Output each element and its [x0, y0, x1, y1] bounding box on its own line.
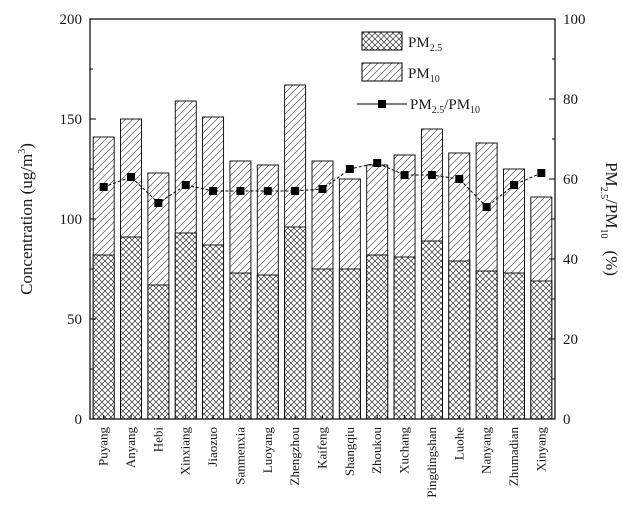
ratio-point-zhumadian	[509, 181, 518, 189]
category-label-luohe: Luohe	[451, 427, 466, 460]
category-label-xinyang: Xinyang	[533, 427, 548, 472]
y-axis-title: Concentration (ug/m3)	[17, 143, 36, 295]
legend-label-ratio: PM2.5/PM10	[410, 97, 480, 116]
legend-label-pm10: PM10	[408, 66, 440, 85]
legend-swatch-pm10	[361, 62, 403, 82]
bar-pm25-anyang	[120, 236, 142, 420]
legend-marker-ratio	[378, 100, 386, 108]
bar-pm25-kaifeng	[311, 268, 334, 420]
ratio-point-hebi	[154, 199, 163, 207]
ratio-point-xinyang	[537, 169, 546, 177]
bar-pm25-zhengzhou	[284, 226, 307, 420]
category-label-pingdingshan: Pingdingshan	[424, 427, 439, 498]
bar-pm25-puyang	[92, 254, 115, 420]
y2-axis-title: PM2.5/PM10(%)	[598, 162, 621, 276]
category-label-shangqiu: Shangqiu	[342, 427, 357, 477]
ratio-point-anyang	[127, 173, 136, 181]
left-axis-ticks: 0 50 100 150 200	[60, 12, 96, 428]
ratio-point-pingdingshan	[427, 171, 436, 179]
y2-tick-label: 60	[563, 172, 578, 188]
bar-pm25-sanmenxia	[229, 272, 252, 420]
ratio-point-nanyang	[482, 203, 491, 211]
bar-pm25-luoyang	[256, 274, 279, 420]
ratio-point-luohe	[455, 175, 464, 183]
legend-swatch-pm25	[361, 31, 403, 51]
y-tick-label: 150	[60, 112, 83, 128]
bar-pm25-hebi	[147, 284, 170, 420]
bars-layer	[92, 84, 553, 420]
category-label-anyang: Anyang	[123, 427, 138, 469]
ratio-point-zhoukou	[373, 159, 382, 167]
ratio-point-luoyang	[263, 187, 272, 195]
ratio-point-kaifeng	[318, 185, 327, 193]
category-label-nanyang: Nanyang	[479, 427, 494, 474]
bar-pm25-jiaozuo	[202, 244, 225, 420]
y-tick-label: 100	[60, 212, 83, 228]
category-label-xinxiang: Xinxiang	[178, 427, 193, 476]
category-label-hebi: Hebi	[150, 427, 165, 453]
category-label-puyang: Puyang	[96, 427, 111, 467]
y-tick-label: 200	[60, 12, 83, 28]
y2-tick-label: 100	[563, 12, 586, 28]
category-label-zhoukou: Zhoukou	[369, 427, 384, 474]
category-label-kaifeng: Kaifeng	[315, 427, 330, 469]
category-label-sanmenxia: Sanmenxia	[232, 427, 247, 485]
ratio-point-xuchang	[400, 171, 409, 179]
ratio-point-shangqiu	[345, 165, 354, 173]
category-label-xuchang: Xuchang	[397, 427, 412, 474]
legend-label-pm25: PM2.5	[408, 35, 442, 54]
ratio-point-xinxiang	[181, 181, 190, 189]
category-label-jiaozuo: Jiaozuo	[205, 427, 220, 467]
category-labels: Puyang Anyang Hebi Xinxiang Jiaozuo Sanmenxia…	[96, 415, 548, 498]
bar-pm25-xinxiang	[174, 232, 197, 420]
ratio-point-zhengzhou	[291, 187, 300, 195]
ratio-point-sanmenxia	[236, 187, 245, 195]
bar-pm25-shangqiu	[338, 268, 361, 420]
y-tick-label: 0	[75, 412, 83, 428]
y2-tick-label: 80	[563, 92, 578, 108]
right-axis-ticks: 0 20 40 60 80 100	[549, 12, 586, 428]
bar-pm25-pingdingshan	[420, 240, 443, 420]
ratio-line-layer	[99, 159, 546, 211]
bar-pm25-xuchang	[393, 256, 416, 420]
bar-pm25-zhumadian	[503, 272, 525, 420]
ratio-point-puyang	[99, 183, 108, 191]
y2-tick-label: 20	[563, 332, 578, 348]
bar-pm25-xinyang	[530, 280, 553, 420]
legend: PM2.5 PM10 PM2.5/PM10	[357, 31, 480, 116]
ratio-point-jiaozuo	[209, 187, 218, 195]
y-tick-label: 50	[67, 312, 82, 328]
bar-pm25-luohe	[448, 260, 471, 420]
bar-pm25-nanyang	[475, 270, 498, 420]
category-label-luoyang: Luoyang	[260, 427, 275, 474]
y2-tick-label: 40	[563, 252, 578, 268]
category-label-zhengzhou: Zhengzhou	[287, 427, 302, 486]
category-label-zhumadian: Zhumadian	[506, 427, 521, 487]
bar-pm25-zhoukou	[366, 254, 389, 420]
y2-tick-label: 0	[563, 412, 571, 428]
